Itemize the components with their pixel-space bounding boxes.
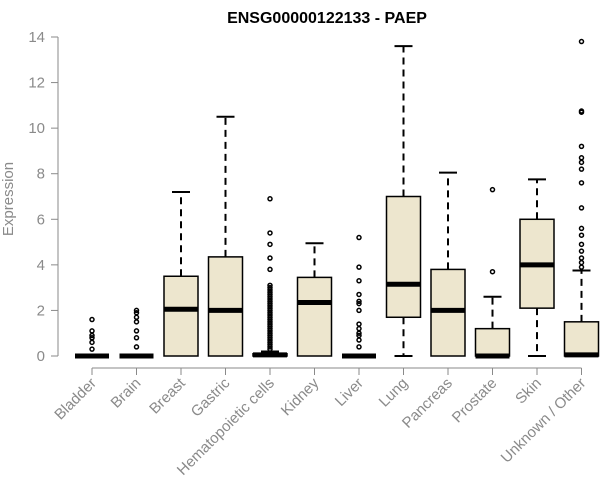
outlier-point bbox=[356, 321, 362, 327]
outlier-point bbox=[356, 307, 362, 314]
x-tick-label: Unknown / Other bbox=[498, 375, 590, 467]
box-iqr bbox=[296, 276, 333, 357]
box-brain bbox=[119, 307, 154, 359]
box-prostate bbox=[474, 186, 511, 359]
outlier-point bbox=[356, 337, 362, 343]
box-iqr bbox=[563, 321, 600, 357]
y-tick-label: 2 bbox=[37, 302, 45, 319]
box-skin bbox=[519, 178, 555, 357]
outlier-point bbox=[578, 225, 585, 232]
outlier-point bbox=[489, 268, 496, 275]
x-tick-label: Bladder bbox=[51, 375, 100, 424]
y-tick-label: 10 bbox=[28, 120, 45, 137]
outlier-point bbox=[578, 180, 585, 186]
box-liver bbox=[342, 234, 376, 359]
box-iqr bbox=[385, 195, 422, 319]
y-axis-label: Expression bbox=[0, 162, 17, 236]
box-pancreas bbox=[430, 171, 466, 357]
outlier-point bbox=[356, 264, 362, 270]
outlier-point bbox=[356, 300, 362, 307]
outlier-point bbox=[267, 255, 273, 261]
outlier-point bbox=[578, 143, 585, 150]
outlier-point bbox=[267, 266, 273, 273]
box-unknown-other bbox=[563, 38, 600, 358]
chart-title: ENSG00000122133 - PAEP bbox=[227, 10, 427, 27]
outlier-point bbox=[578, 255, 585, 261]
outlier-point bbox=[89, 346, 95, 352]
outlier-point bbox=[578, 248, 585, 254]
y-tick-label: 6 bbox=[37, 211, 45, 228]
x-tick-label: Liver bbox=[332, 375, 367, 410]
y-tick-label: 4 bbox=[37, 257, 45, 274]
outlier-point bbox=[578, 159, 585, 166]
outlier-point bbox=[578, 38, 585, 45]
outlier-point bbox=[133, 314, 140, 321]
box-gastric bbox=[207, 115, 244, 357]
outlier-point bbox=[356, 325, 362, 332]
outlier-point bbox=[133, 335, 140, 341]
outlier-point bbox=[356, 291, 362, 298]
outlier-point bbox=[356, 234, 362, 241]
y-tick-label: 12 bbox=[28, 75, 45, 92]
outlier-point bbox=[89, 339, 95, 346]
outlier-point bbox=[133, 328, 140, 334]
outlier-point bbox=[356, 344, 362, 350]
x-tick-label: Brain bbox=[108, 375, 145, 412]
outlier-point bbox=[267, 230, 273, 236]
outlier-point bbox=[89, 328, 95, 334]
outlier-point bbox=[267, 241, 273, 248]
outlier-point bbox=[356, 278, 362, 284]
outlier-point bbox=[133, 344, 140, 350]
x-tick-label: Breast bbox=[146, 374, 189, 417]
outlier-point bbox=[578, 264, 585, 270]
y-tick-label: 8 bbox=[37, 166, 45, 183]
box-iqr bbox=[163, 275, 199, 357]
box-iqr bbox=[474, 327, 511, 357]
outlier-point bbox=[133, 319, 140, 325]
box-bladder bbox=[75, 316, 109, 359]
outlier-point bbox=[578, 241, 585, 248]
outlier-point bbox=[356, 332, 362, 339]
outlier-point bbox=[133, 309, 140, 316]
outlier-point bbox=[578, 205, 585, 211]
boxes bbox=[75, 38, 600, 359]
x-tick-label: Skin bbox=[512, 375, 545, 408]
outlier-point bbox=[356, 298, 362, 305]
outlier-point bbox=[89, 316, 95, 323]
outlier-point bbox=[489, 186, 496, 193]
y-tick-label: 0 bbox=[37, 348, 45, 365]
box-lung bbox=[385, 45, 422, 357]
outlier-point bbox=[578, 166, 585, 172]
y-tick-label: 14 bbox=[28, 29, 45, 46]
box-hematopoietic-cells bbox=[252, 196, 288, 358]
outlier-point bbox=[89, 335, 95, 341]
x-tick-label: Lung bbox=[376, 375, 412, 411]
box-kidney bbox=[296, 242, 333, 357]
outlier-point bbox=[267, 196, 273, 202]
box-breast bbox=[163, 190, 199, 357]
outlier-point bbox=[578, 155, 585, 161]
outlier-point bbox=[267, 284, 273, 291]
outlier-point bbox=[578, 232, 585, 238]
outlier-point bbox=[133, 307, 140, 314]
box-iqr bbox=[207, 256, 244, 357]
x-tick-label: Kidney bbox=[278, 374, 323, 419]
y-axis: 0 2 4 6 8 10 12 14 bbox=[28, 29, 59, 365]
outlier-point bbox=[578, 108, 585, 114]
outlier-point bbox=[267, 282, 273, 289]
x-tick-label: Prostate bbox=[449, 375, 501, 427]
outlier-point bbox=[578, 259, 585, 266]
